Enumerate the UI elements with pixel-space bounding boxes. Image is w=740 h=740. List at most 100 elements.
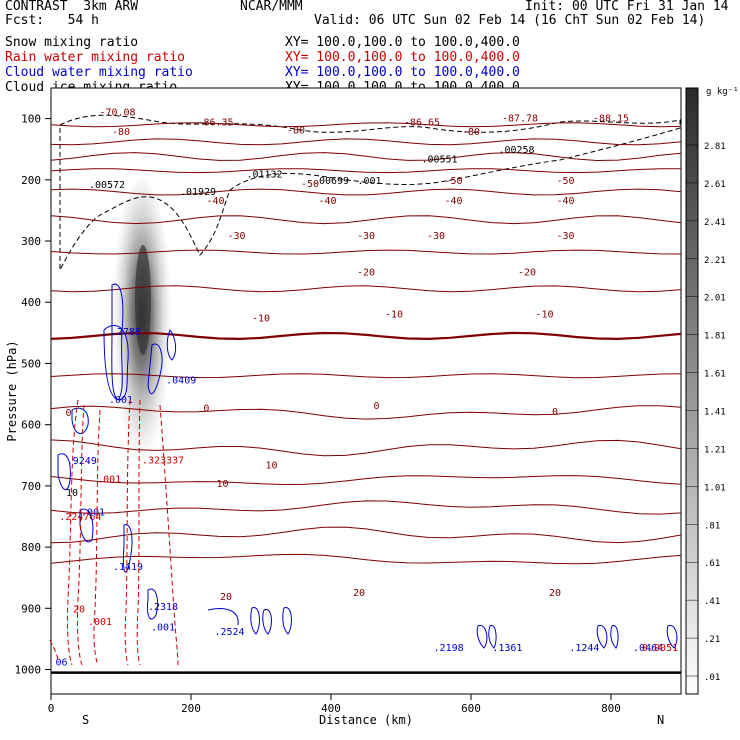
colorbar-label: .21: [704, 635, 720, 645]
colorbar-label: 1.81: [704, 332, 726, 342]
temperature-label: -50: [556, 176, 574, 187]
temperature-label: -70.08: [99, 107, 135, 118]
temperature-label: -80: [112, 127, 130, 138]
temperature-label: -40: [444, 196, 462, 207]
y-tick-label: 700: [21, 480, 41, 493]
temperature-label: -86.65: [404, 118, 440, 129]
temperature-label: -50: [301, 179, 319, 190]
y-tick-label: 800: [21, 541, 41, 554]
colorbar-unit: g kg⁻¹: [706, 87, 739, 97]
temperature-label: 0: [373, 401, 379, 412]
temperature-label: 0: [65, 408, 71, 419]
maximum-value-label: .0464: [633, 643, 663, 654]
temperature-label: 20: [549, 588, 561, 599]
y-tick-label: 1000: [15, 664, 42, 677]
temperature-label: -30: [227, 231, 245, 242]
y-tick-label: 900: [21, 602, 41, 615]
maximum-value-label: .2198: [434, 643, 464, 654]
cloud-ice-contour: [59, 114, 681, 271]
x-axis-title: Distance (km): [319, 713, 413, 727]
maximum-value-label: .2788: [111, 327, 141, 338]
maximum-value-label: .00258: [498, 145, 534, 156]
colorbar-label: 2.01: [704, 294, 726, 304]
temperature-contour: [50, 439, 682, 457]
cloud-water-contours: [57, 283, 678, 649]
temperature-label: 0: [552, 407, 558, 418]
temperature-contour: [50, 526, 682, 544]
temperature-label: 20: [353, 588, 365, 599]
maximum-value-label: .001: [81, 508, 105, 519]
temperature-contour: [50, 373, 682, 379]
field-label-cloud-water: Cloud water mixing ratio: [5, 65, 193, 80]
colorbar: [685, 87, 699, 695]
maximum-value-label: 06: [55, 658, 67, 669]
forecast-hour: Fcst: 54 h: [5, 13, 99, 28]
maximum-value-label: .2318: [148, 602, 178, 613]
y-tick-label: 200: [21, 174, 41, 187]
temperature-contour: [50, 331, 682, 341]
temperature-contour: [50, 475, 682, 486]
maximum-value-label: .2524: [214, 627, 244, 638]
temperature-label: -30: [357, 231, 375, 242]
maximum-value-label: 0.0051: [642, 643, 678, 654]
y-axis-title: Pressure (hPa): [5, 340, 19, 441]
init-time: Init: 00 UTC Fri 31 Jan 14: [525, 0, 729, 14]
temperature-label: -10: [535, 309, 553, 320]
temperature-label: -40: [206, 196, 224, 207]
temperature-label: -10: [252, 314, 270, 325]
temperature-label: -30: [556, 231, 574, 242]
temperature-label: -40: [318, 196, 336, 207]
y-tick-label: 400: [21, 296, 41, 309]
temperature-contour: [50, 152, 682, 162]
temperature-label: 0: [203, 404, 209, 415]
colorbar-label: .01: [704, 673, 720, 683]
field-xy-rain: XY= 100.0,100.0 to 100.0,400.0: [285, 50, 520, 65]
temperature-contour: [50, 188, 682, 196]
x-end-label-south: S: [82, 713, 89, 727]
temperature-contour: [50, 215, 682, 225]
temperature-label: -40: [556, 196, 574, 207]
y-tick-label: 300: [21, 235, 41, 248]
colorbar-label: 1.21: [704, 445, 726, 455]
colorbar-label: 2.41: [704, 218, 726, 228]
temperature-contour: [50, 285, 682, 293]
colorbar-label: 2.61: [704, 180, 726, 190]
colorbar-label: 2.81: [704, 142, 726, 152]
y-tick-label: 600: [21, 419, 41, 432]
colorbar-label: .61: [704, 559, 720, 569]
colorbar-label: 1.61: [704, 370, 726, 380]
maximum-value-label: .001: [88, 617, 112, 628]
colorbar-label: .41: [704, 597, 720, 607]
x-end-label-north: N: [657, 713, 664, 727]
temperature-label: -88.15: [593, 113, 629, 124]
maximum-value-label: .001: [151, 623, 175, 634]
maximum-value-label: .01929: [180, 187, 216, 198]
maximum-value-label: .001: [357, 176, 381, 187]
temperature-label: -10: [385, 309, 403, 320]
temperature-label: -20: [518, 268, 536, 279]
x-tick-label: 400: [321, 702, 341, 715]
temperature-contour: [50, 249, 682, 255]
maximum-value-label: .323337: [142, 456, 184, 467]
field-xy-snow: XY= 100.0,100.0 to 100.0,400.0: [285, 35, 520, 50]
maximum-value-label: .00699: [313, 176, 349, 187]
snow-plume-core: [135, 245, 151, 355]
temperature-label: -30: [427, 231, 445, 242]
field-label-snow: Snow mixing ratio: [5, 35, 139, 50]
x-tick-label: 600: [461, 702, 481, 715]
temperature-label: 10: [216, 479, 228, 490]
temperature-label: 20: [220, 592, 232, 603]
y-tick-label: 100: [21, 113, 41, 126]
maximum-value-label: .1244: [569, 643, 599, 654]
x-tick-label: 800: [601, 702, 621, 715]
maximum-value-label: .01132: [246, 170, 282, 181]
y-tick-label: 500: [21, 357, 41, 370]
field-label-rain: Rain water mixing ratio: [5, 50, 186, 65]
temperature-contour: [50, 138, 682, 146]
temperature-label: -87.78: [502, 113, 538, 124]
colorbar-label: 2.21: [704, 256, 726, 266]
maximum-value-label: 10: [66, 488, 78, 499]
temperature-label: -50: [444, 176, 462, 187]
maximum-value-label: .001: [97, 475, 121, 486]
